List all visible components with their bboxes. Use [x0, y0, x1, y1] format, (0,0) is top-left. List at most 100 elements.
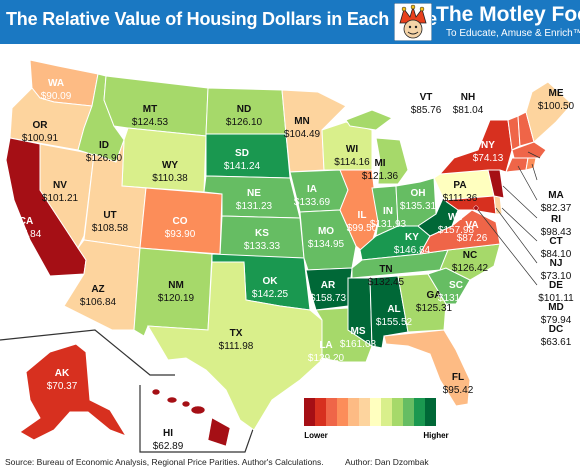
state-value-ga: $125.31 [416, 303, 453, 314]
state-abbr-sc: SC [449, 280, 463, 291]
state-abbr-fl: FL [452, 372, 464, 383]
state-abbr-nc: NC [463, 250, 477, 261]
state-ms [347, 277, 373, 347]
state-value-al: $155.52 [376, 317, 413, 328]
us-state-map: WA $90.09 OR $100.91 CA $67.84 NV $101.21 ID $126… [0, 59, 575, 453]
legend-swatch [359, 398, 370, 426]
state-value-me: $100.50 [538, 101, 575, 112]
state-abbr-ky: KY [405, 232, 419, 243]
state-abbr-nv: NV [53, 180, 67, 191]
source-note: Source: Bureau of Economic Analysis, Reg… [5, 457, 324, 467]
state-value-dc: $63.61 [541, 337, 572, 348]
state-abbr-dc: DC [549, 324, 563, 335]
state-hi [151, 388, 231, 447]
state-value-sc: $131.06 [438, 293, 475, 304]
legend-swatch [414, 398, 425, 426]
legend-low-label: Lower [304, 431, 328, 440]
jester-fool-icon [394, 3, 432, 41]
state-abbr-ca: CA [19, 216, 33, 227]
header-bar: The Relative Value of Housing Dollars in… [0, 0, 580, 44]
state-value-id: $126.90 [86, 153, 123, 164]
state-abbr-ia: IA [307, 184, 317, 195]
state-value-mo: $134.95 [308, 239, 345, 250]
state-abbr-ny: NY [481, 140, 495, 151]
state-value-ct: $84.10 [541, 249, 572, 260]
state-value-wi: $114.16 [334, 157, 370, 168]
author-note: Author: Dan Dzombak [345, 457, 429, 467]
brand-tagline: To Educate, Amuse & Enrich™ [446, 28, 580, 39]
legend-swatch [348, 398, 359, 426]
state-abbr-nm: NM [168, 280, 184, 291]
state-abbr-ks: KS [255, 228, 269, 239]
state-value-tx: $111.98 [219, 341, 254, 352]
state-ri [525, 157, 537, 171]
state-abbr-ms: MS [351, 326, 366, 337]
state-value-nc: $126.42 [452, 263, 489, 274]
legend-swatch [392, 398, 403, 426]
state-abbr-wy: WY [162, 160, 178, 171]
footer: Source: Bureau of Economic Analysis, Reg… [0, 456, 580, 470]
state-abbr-ak: AK [55, 368, 70, 379]
state-value-ma: $82.37 [541, 203, 572, 214]
state-value-ne: $131.23 [236, 201, 273, 212]
state-abbr-or: OR [33, 120, 49, 131]
state-value-ky: $146.84 [394, 245, 431, 256]
state-value-wy: $110.38 [152, 173, 188, 184]
state-ga [397, 273, 447, 333]
state-abbr-ct: CT [549, 236, 562, 247]
state-mi [375, 137, 409, 185]
state-abbr-ok: OK [263, 276, 279, 287]
state-value-wv: $157.98 [438, 225, 475, 236]
state-abbr-va: VA [465, 220, 478, 231]
state-abbr-tn: TN [379, 264, 392, 275]
state-abbr-wa: WA [48, 78, 64, 89]
state-abbr-tx: TX [230, 328, 243, 339]
state-value-sd: $141.24 [224, 161, 261, 172]
state-value-vt: $85.76 [411, 105, 442, 116]
state-abbr-hi: HI [163, 428, 173, 439]
state-value-ak: $70.37 [47, 381, 78, 392]
state-abbr-mi: MI [374, 158, 385, 169]
state-abbr-ut: UT [103, 210, 116, 221]
state-ny [438, 119, 513, 175]
state-abbr-co: CO [173, 216, 188, 227]
state-value-tn: $132.45 [368, 277, 405, 288]
legend-swatch [425, 398, 436, 426]
legend-high-label: Higher [423, 431, 448, 440]
state-nm [133, 247, 213, 337]
state-value-la: $129.20 [308, 353, 345, 364]
state-value-in: $131.93 [370, 219, 407, 230]
state-value-va: $87.26 [457, 233, 488, 244]
state-value-nj: $73.10 [541, 271, 572, 282]
state-value-nv: $101.21 [42, 193, 79, 204]
brand-name: The Motley Fool. [436, 3, 580, 26]
state-value-de: $101.11 [538, 293, 574, 304]
state-value-or: $100.91 [22, 133, 59, 144]
state-abbr-me: ME [549, 88, 564, 99]
legend-swatch [315, 398, 326, 426]
state-abbr-nh: NH [461, 92, 475, 103]
state-mi-upper [345, 109, 394, 131]
state-abbr-nj: NJ [550, 258, 563, 269]
inset-divider-line [0, 329, 175, 376]
state-ak [19, 343, 128, 441]
state-value-ri: $98.43 [541, 227, 572, 238]
state-abbr-de: DE [549, 280, 563, 291]
state-value-nh: $81.04 [453, 105, 484, 116]
legend-swatch [326, 398, 337, 426]
legend-swatch [381, 398, 392, 426]
state-value-pa: $111.36 [443, 193, 478, 204]
state-value-az: $106.84 [80, 297, 117, 308]
leader-lines [477, 151, 541, 286]
state-value-md: $79.94 [541, 315, 572, 326]
state-value-co: $93.90 [165, 229, 196, 240]
state-value-ny: $74.13 [473, 153, 504, 164]
state-value-ms: $161.03 [340, 339, 377, 350]
legend-swatch [304, 398, 315, 426]
state-value-ok: $142.25 [252, 289, 289, 300]
state-abbr-md: MD [548, 302, 564, 313]
state-value-hi: $62.89 [153, 441, 184, 452]
state-value-ar: $158.73 [310, 293, 347, 304]
legend-swatch [403, 398, 414, 426]
state-value-mt: $124.53 [132, 117, 169, 128]
